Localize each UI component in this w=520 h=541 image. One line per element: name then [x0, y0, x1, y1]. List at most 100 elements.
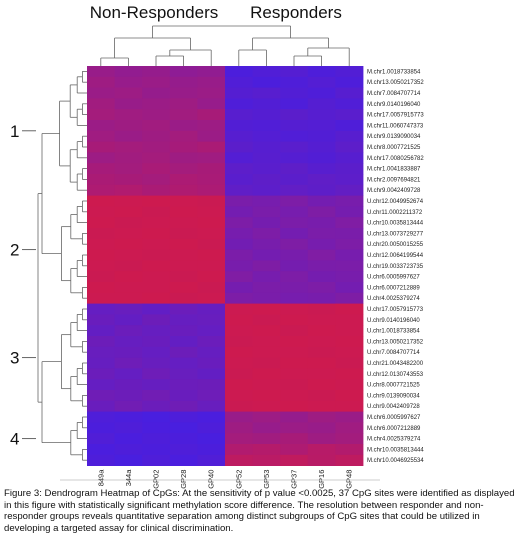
row-label: M.chr1.0018733854	[367, 69, 421, 75]
heatmap-cell	[142, 357, 171, 369]
row-label: M.chr9.0042409728	[367, 188, 421, 194]
heatmap-cell	[225, 238, 253, 250]
heatmap-cell	[307, 249, 336, 261]
heatmap-cell	[225, 422, 253, 434]
heatmap-cell	[335, 303, 364, 315]
row-label: U.chr6.0005997627	[367, 275, 420, 281]
heatmap-cell	[225, 217, 253, 229]
heatmap-cell	[307, 368, 336, 380]
heatmap-cell	[114, 130, 143, 142]
heatmap-cell	[280, 174, 309, 186]
heatmap-cell	[142, 433, 171, 445]
group-label-non-responders: Non-Responders	[90, 3, 219, 22]
heatmap-cell	[335, 217, 364, 229]
heatmap-cell	[169, 454, 198, 466]
heatmap-cell	[307, 195, 336, 207]
heatmap-cell	[307, 206, 336, 218]
column-label: GP48	[345, 470, 354, 489]
heatmap-cell	[87, 422, 115, 434]
heatmap-cell	[142, 163, 171, 175]
heatmap-cell	[142, 454, 171, 466]
heatmap-cell	[169, 217, 198, 229]
heatmap-cell	[87, 163, 115, 175]
heatmap-cell	[252, 314, 281, 326]
heatmap-cell	[280, 422, 309, 434]
heatmap-cell	[87, 368, 115, 380]
heatmap-cell	[197, 87, 226, 99]
heatmap-cell	[307, 411, 336, 423]
heatmap-cell	[335, 314, 364, 326]
heatmap-cell	[335, 282, 364, 294]
heatmap-cell	[307, 282, 336, 294]
heatmap-cell	[252, 163, 281, 175]
heatmap-cell	[142, 282, 171, 294]
row-label: M.chr9.0139090034	[367, 134, 421, 140]
heatmap-cell	[197, 228, 226, 240]
heatmap-cell	[225, 346, 253, 358]
heatmap-cell	[307, 66, 336, 78]
heatmap-cell	[307, 400, 336, 412]
heatmap-cell	[169, 66, 198, 78]
heatmap-cell	[280, 141, 309, 153]
heatmap-cell	[335, 454, 364, 466]
heatmap-cell	[169, 184, 198, 196]
heatmap-cell	[114, 325, 143, 337]
heatmap-cell	[87, 217, 115, 229]
heatmap-cell	[335, 325, 364, 337]
heatmap-cell	[114, 368, 143, 380]
heatmap-cell	[114, 109, 143, 121]
heatmap-cell	[280, 314, 309, 326]
column-label: 344a	[124, 469, 133, 487]
heatmap-cell	[142, 87, 171, 99]
heatmap-cell	[225, 228, 253, 240]
row-label: U.chr13.0073729277	[367, 231, 424, 237]
heatmap-cell	[87, 444, 115, 456]
heatmap-cell	[169, 303, 198, 315]
row-label: U.chr19.0033723735	[367, 264, 424, 270]
heatmap-cell	[169, 195, 198, 207]
heatmap-cell	[114, 346, 143, 358]
cluster-labels: 1 2 3 4	[10, 122, 36, 449]
heatmap-cell	[169, 368, 198, 380]
heatmap-cell	[114, 206, 143, 218]
heatmap-cell	[142, 422, 171, 434]
row-label: M.chr17.0057915773	[367, 113, 424, 119]
heatmap-cell	[142, 98, 171, 110]
heatmap-cell	[280, 206, 309, 218]
heatmap-cell	[252, 249, 281, 261]
heatmap-cell	[169, 411, 198, 423]
heatmap-cell	[335, 141, 364, 153]
heatmap-cell	[169, 98, 198, 110]
column-labels: 849a 344a GP02 GP28 GP40 GP52 GP53 GP37 GP16 GP48	[96, 469, 353, 489]
heatmap-cell	[252, 303, 281, 315]
heatmap-cell	[197, 76, 226, 88]
heatmap-cell	[280, 130, 309, 142]
heatmap-cell	[142, 336, 171, 348]
heatmap-cell	[252, 422, 281, 434]
row-label: M.chr10.0046925534	[367, 458, 424, 464]
heatmap-cell	[114, 357, 143, 369]
heatmap-cell	[280, 249, 309, 261]
row-label: M.chr6.0007212889	[367, 426, 421, 432]
heatmap-cell	[225, 379, 253, 391]
heatmap-cell	[197, 325, 226, 337]
heatmap-cell	[335, 163, 364, 175]
heatmap-cell	[87, 130, 115, 142]
heatmap-cell	[114, 314, 143, 326]
heatmap-cell	[307, 303, 336, 315]
heatmap-cell	[225, 292, 253, 304]
heatmap-cell	[335, 228, 364, 240]
heatmap-cell	[307, 120, 336, 132]
heatmap-cell	[335, 184, 364, 196]
heatmap-cell	[87, 357, 115, 369]
heatmap-cell	[252, 282, 281, 294]
heatmap-cell	[252, 411, 281, 423]
heatmap-cell	[114, 76, 143, 88]
heatmap-cell	[114, 303, 143, 315]
heatmap-cell	[197, 444, 226, 456]
row-label: M.chr1.0041833887	[367, 167, 421, 173]
row-label: M.chr9.0140196040	[367, 102, 421, 108]
row-label: U.chr10.0035813444	[367, 221, 424, 227]
heatmap-cell	[335, 444, 364, 456]
heatmap-cell	[252, 433, 281, 445]
